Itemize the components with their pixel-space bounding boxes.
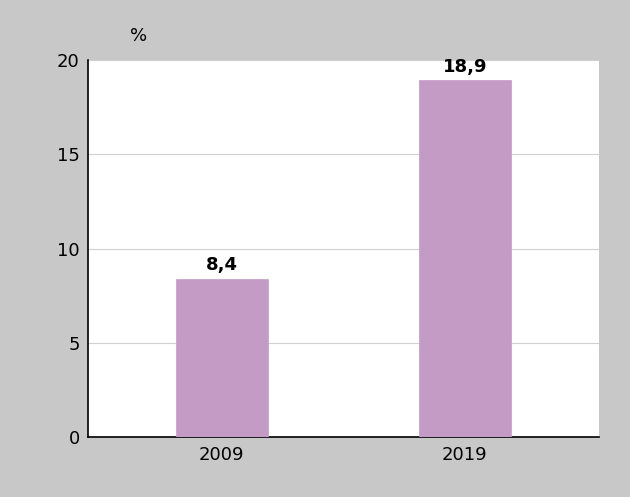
Bar <box>419 81 511 437</box>
Text: %: % <box>130 26 147 45</box>
Text: 18,9: 18,9 <box>443 58 487 76</box>
Text: 8,4: 8,4 <box>206 256 238 274</box>
Bar <box>176 279 268 437</box>
